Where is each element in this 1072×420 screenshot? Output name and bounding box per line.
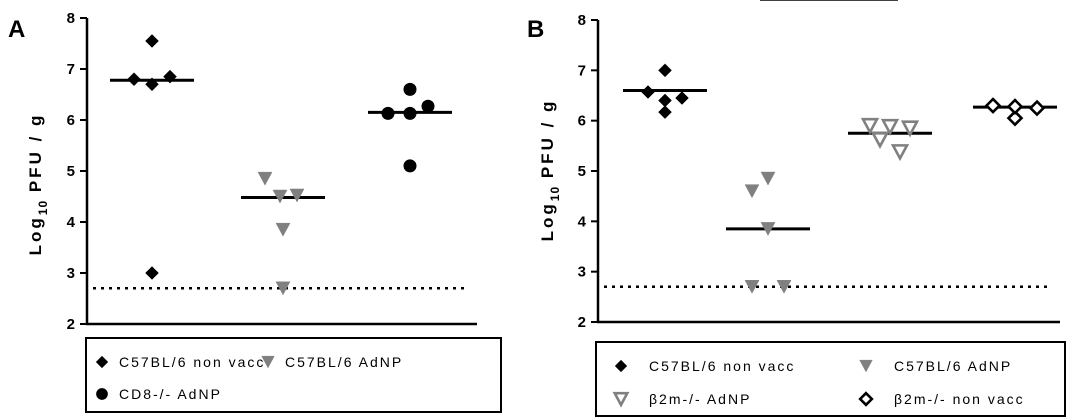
data-point [744, 280, 760, 294]
y-axis-label-a-sub: 10 [36, 200, 50, 215]
y-tick-label: 3 [578, 264, 586, 281]
panel-label-a: A [8, 16, 25, 43]
data-point [880, 118, 900, 136]
data-point [403, 159, 417, 173]
data-point [275, 222, 291, 237]
y-tick-label: 2 [578, 314, 586, 331]
data-point [289, 188, 305, 203]
legend-marker [261, 355, 275, 369]
marks-a [93, 34, 469, 296]
data-point [127, 72, 141, 87]
data-point [641, 85, 655, 99]
legend-marker [859, 359, 873, 373]
panel-b: B Log10 PFU / g 2 3 4 5 6 7 8 * C57BL/6 non va… [527, 0, 1066, 417]
data-point [163, 69, 177, 84]
data-point [900, 120, 920, 138]
data-point [381, 106, 395, 120]
data-point [275, 281, 291, 296]
data-point [145, 77, 159, 92]
y-tick-label: 4 [578, 213, 587, 230]
data-point [658, 93, 672, 108]
data-point [1028, 99, 1046, 117]
y-tick-label: 4 [67, 214, 76, 231]
legend-marker [858, 391, 874, 407]
legend-label: β2m-/- non vacc [894, 391, 1025, 407]
data-point [145, 266, 159, 280]
data-point [257, 171, 273, 186]
y-tick-label: 5 [578, 163, 586, 180]
data-point [145, 34, 159, 48]
legend-label: C57BL/6 AdNP [285, 354, 403, 370]
legend-b: C57BL/6 non vacc C57BL/6 AdNP β2m-/- AdNP β… [595, 341, 1066, 417]
legend-label: CD8-/- AdNP [119, 386, 222, 402]
panel-label-b: B [527, 16, 544, 43]
data-point [984, 97, 1002, 114]
data-point [860, 117, 880, 135]
data-point [658, 63, 672, 78]
data-point [272, 189, 288, 204]
axes-a: 2 3 4 5 6 7 8 [67, 10, 477, 333]
significance-star: * [825, 0, 832, 4]
y-tick-label: 5 [67, 163, 75, 180]
data-point [776, 280, 792, 294]
data-point [658, 105, 672, 119]
data-point [890, 144, 910, 162]
legend-label: C57BL/6 AdNP [894, 358, 1012, 374]
axes-b: 2 3 4 5 6 7 8 [578, 12, 1060, 331]
y-axis-label-b-rest: PFU / g [538, 99, 557, 186]
data-point [1006, 109, 1024, 127]
data-point [760, 222, 776, 236]
data-point [1006, 98, 1024, 115]
data-point [744, 184, 760, 199]
marks-b: * [604, 0, 1057, 294]
legend-label: C57BL/6 non vacc [119, 354, 265, 370]
y-tick-label: 6 [67, 112, 75, 129]
legend-marker [612, 391, 630, 408]
panel-a: A Log10 PFU / g 2 3 4 5 6 7 8 C57BL/6 non vacc… [8, 10, 502, 413]
legend-a: C57BL/6 non vacc C57BL/6 AdNP CD8-/- AdNP [85, 337, 502, 413]
data-point [403, 106, 417, 120]
y-axis-label-b-sub: 10 [548, 186, 562, 201]
y-axis-label-b: Log10 PFU / g [538, 99, 562, 242]
legend-label: C57BL/6 non vacc [649, 358, 795, 374]
data-point [675, 91, 689, 105]
y-tick-label: 6 [578, 113, 586, 130]
y-axis-label-b-base: Log [538, 201, 557, 241]
legend-marker [95, 355, 109, 369]
legend-label: β2m-/- AdNP [649, 391, 751, 407]
data-point [421, 99, 435, 113]
y-tick-label: 2 [67, 316, 75, 333]
y-axis-label-a-base: Log [26, 215, 45, 255]
y-tick-label: 3 [67, 265, 75, 282]
data-point [760, 171, 776, 186]
legend-marker [614, 359, 628, 373]
y-axis-label-a: Log10 PFU / g [26, 113, 50, 256]
data-point [870, 131, 890, 150]
y-tick-label: 7 [67, 61, 75, 78]
legend-box-b [595, 341, 1066, 417]
data-point [403, 82, 417, 96]
legend-marker [96, 388, 108, 400]
y-tick-label: 8 [67, 10, 75, 27]
y-tick-label: 8 [578, 12, 586, 29]
y-tick-label: 7 [578, 62, 586, 79]
legend-box-a [85, 337, 502, 413]
y-axis-label-a-rest: PFU / g [26, 113, 45, 200]
